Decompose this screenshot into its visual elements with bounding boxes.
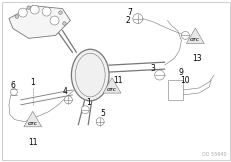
Circle shape — [15, 15, 18, 18]
Text: 6: 6 — [10, 81, 15, 90]
Polygon shape — [24, 111, 41, 127]
Text: 9: 9 — [178, 68, 183, 77]
Text: 5: 5 — [100, 109, 105, 118]
Text: 2: 2 — [125, 16, 130, 25]
Circle shape — [81, 106, 89, 114]
Circle shape — [27, 6, 30, 9]
Circle shape — [10, 88, 17, 95]
Circle shape — [154, 70, 164, 80]
Text: 11: 11 — [28, 138, 37, 147]
Polygon shape — [185, 28, 203, 44]
Ellipse shape — [71, 49, 109, 101]
Circle shape — [42, 7, 51, 16]
Circle shape — [64, 96, 72, 104]
Polygon shape — [9, 6, 70, 38]
Polygon shape — [103, 78, 120, 93]
Text: 3: 3 — [150, 64, 155, 73]
Circle shape — [50, 16, 59, 25]
Circle shape — [58, 11, 62, 14]
Text: OO 55640: OO 55640 — [201, 152, 226, 157]
Text: 7: 7 — [127, 8, 132, 17]
Text: OTC: OTC — [27, 122, 38, 126]
Circle shape — [132, 14, 142, 23]
Circle shape — [96, 118, 104, 126]
Text: 4: 4 — [63, 87, 68, 96]
Text: 1: 1 — [85, 98, 90, 107]
Text: 1: 1 — [30, 78, 35, 87]
Text: OTC: OTC — [189, 38, 199, 42]
Circle shape — [62, 22, 66, 25]
Text: 10: 10 — [180, 75, 189, 85]
Text: OTC: OTC — [106, 88, 116, 92]
Text: 11: 11 — [113, 75, 122, 85]
Circle shape — [30, 5, 39, 14]
Text: 13: 13 — [192, 54, 201, 63]
Circle shape — [18, 8, 27, 17]
Circle shape — [181, 31, 188, 39]
Bar — [167, 80, 183, 100]
